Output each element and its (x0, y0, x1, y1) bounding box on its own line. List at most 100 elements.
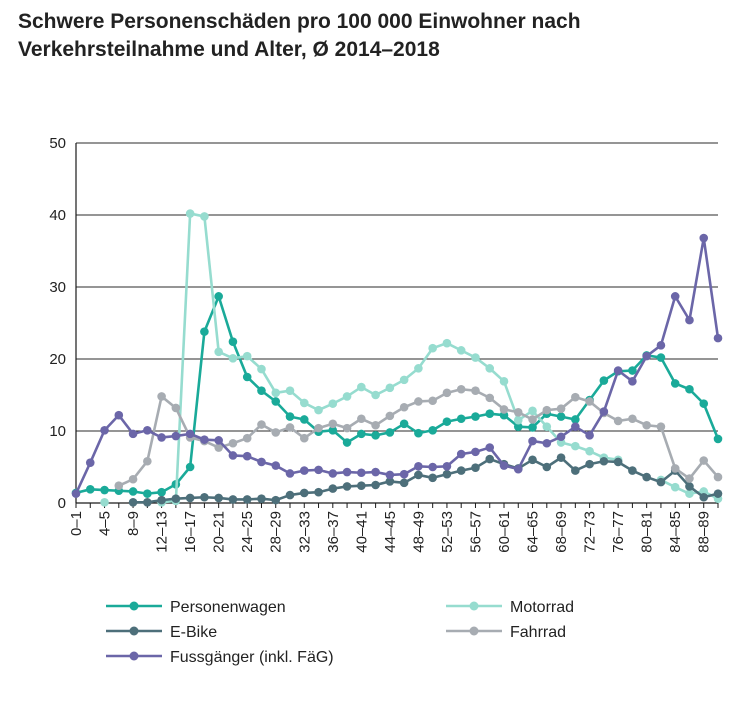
data-point (713, 333, 723, 343)
legend-item: E-Bike (106, 624, 217, 641)
data-point (699, 492, 709, 502)
data-point (342, 438, 352, 447)
data-point (171, 494, 181, 503)
data-point (357, 382, 366, 392)
data-point (285, 412, 295, 421)
data-point (485, 364, 495, 373)
legend-label: Fahrrad (510, 624, 566, 641)
data-point (271, 461, 281, 470)
x-tick-label: 20–21 (211, 511, 228, 553)
data-point (628, 466, 637, 475)
data-point (200, 327, 209, 336)
data-point (685, 474, 694, 483)
legend: Personenwagen Motorrad E-Bike Fahrrad Fussgä… (106, 599, 574, 666)
data-point (499, 461, 509, 470)
data-point (200, 212, 209, 221)
data-point (385, 383, 395, 393)
data-point (342, 482, 352, 491)
data-point (414, 461, 423, 471)
data-point (328, 469, 338, 478)
y-tick-label: 30 (49, 279, 66, 296)
data-point (713, 472, 723, 482)
data-point (299, 398, 309, 408)
data-point (271, 388, 281, 398)
y-tick-label: 10 (49, 423, 66, 440)
x-tick-label: 68–69 (553, 511, 570, 553)
data-point (314, 405, 323, 415)
data-point (357, 468, 366, 478)
data-point (399, 469, 409, 479)
x-tick-label: 32–33 (296, 511, 313, 553)
data-point (685, 384, 694, 394)
data-point (328, 419, 338, 429)
data-point (428, 343, 437, 353)
data-point (713, 434, 723, 444)
data-point (456, 384, 466, 394)
data-point (342, 392, 352, 401)
data-point (556, 432, 566, 442)
data-point (656, 341, 666, 350)
data-point (157, 392, 166, 401)
data-point (542, 422, 552, 431)
x-tick-label: 28–29 (268, 511, 285, 553)
x-tick-label: 16–17 (182, 511, 199, 553)
data-point (328, 399, 338, 408)
data-point (656, 422, 666, 431)
y-tick-label: 40 (49, 207, 66, 224)
data-point (285, 423, 295, 432)
data-point (257, 386, 266, 395)
data-point (385, 470, 395, 480)
data-point (171, 431, 181, 441)
data-point (456, 414, 466, 424)
x-tick-label: 52–53 (439, 511, 456, 553)
data-point (485, 393, 495, 403)
data-point (299, 415, 309, 424)
x-tick-label: 72–73 (582, 511, 599, 553)
data-point (428, 462, 437, 472)
data-point (257, 457, 266, 467)
data-point (257, 364, 266, 374)
data-point (699, 456, 709, 465)
data-point (485, 454, 495, 464)
data-point (328, 484, 338, 493)
chart-title-line-1: Schwere Personenschäden pro 100 000 Einw… (18, 10, 581, 33)
data-point (299, 488, 309, 498)
data-point (314, 465, 323, 475)
data-point (513, 422, 523, 431)
data-point (314, 487, 323, 497)
data-point (428, 396, 437, 406)
data-point (628, 377, 637, 386)
data-point (471, 412, 480, 421)
legend-swatch-marker (469, 601, 479, 611)
x-tick-label: 60–61 (496, 511, 513, 553)
data-point (342, 423, 352, 433)
data-point (371, 420, 380, 430)
series-line (74, 236, 720, 495)
data-point (114, 481, 124, 491)
y-tick-label: 20 (49, 351, 66, 368)
data-point (599, 456, 609, 466)
x-tick-label: 80–81 (639, 511, 656, 553)
grid-lines (76, 142, 718, 504)
legend-label: E-Bike (170, 624, 217, 641)
data-point (414, 397, 423, 406)
x-tick-label: 76–77 (610, 511, 627, 553)
data-point (571, 466, 580, 475)
data-point (242, 495, 252, 504)
data-point (328, 425, 338, 435)
chart-title: Schwere Personenschäden pro 100 000 Einw… (18, 8, 738, 64)
data-point (571, 392, 580, 402)
data-point (656, 353, 666, 362)
data-point (485, 443, 495, 452)
x-tick-label: 56–57 (467, 511, 484, 553)
data-point (242, 451, 252, 461)
legend-swatch-marker (129, 651, 139, 661)
data-point (385, 411, 395, 421)
data-point (357, 481, 366, 491)
legend-label: Fussgänger (inkl. FäG) (170, 649, 334, 666)
data-point (542, 405, 552, 415)
data-point (442, 417, 452, 426)
data-point (613, 457, 623, 467)
data-point (456, 449, 466, 459)
x-tick-label: 88–89 (696, 511, 713, 553)
